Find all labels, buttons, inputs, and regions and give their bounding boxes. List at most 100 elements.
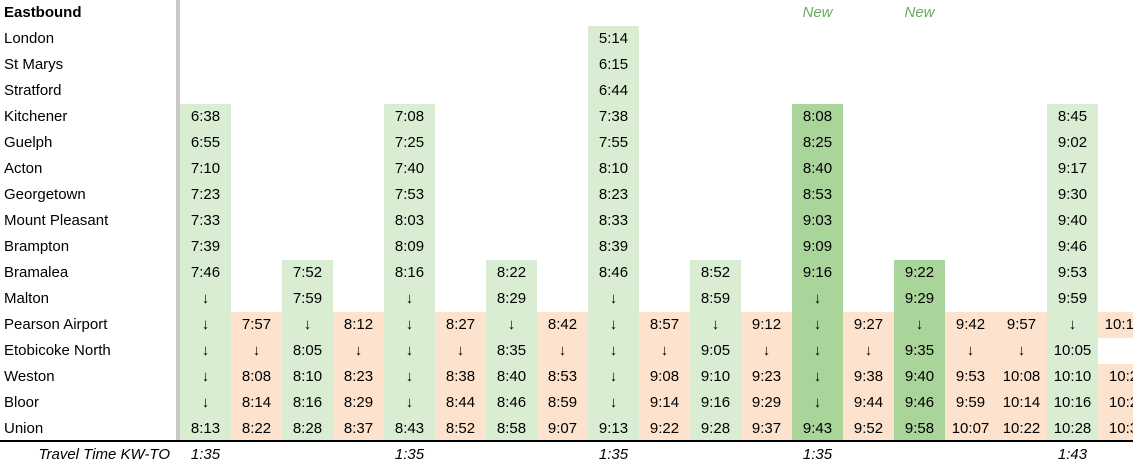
departure-time: 8:08 bbox=[792, 104, 843, 130]
departure-time: 7:10 bbox=[180, 156, 231, 182]
departure-time: 9:29 bbox=[741, 390, 792, 416]
travel-time-value: 1:35 bbox=[394, 446, 425, 463]
station-label: Malton bbox=[4, 290, 50, 307]
departure-time: 8:16 bbox=[384, 260, 435, 286]
station-label: Guelph bbox=[4, 134, 53, 151]
departure-time: 8:52 bbox=[435, 416, 486, 442]
travel-time-value: 1:35 bbox=[802, 446, 833, 463]
departure-time: 8:33 bbox=[588, 208, 639, 234]
departure-time: 8:45 bbox=[1047, 104, 1098, 130]
departure-time: 6:15 bbox=[588, 52, 639, 78]
departure-time: 9:38 bbox=[843, 364, 894, 390]
pass-through-arrow: ↓ bbox=[435, 338, 486, 364]
station-label: Stratford bbox=[4, 82, 62, 99]
departure-time: 8:05 bbox=[282, 338, 333, 364]
pass-through-arrow: ↓ bbox=[231, 338, 282, 364]
departure-time: 9:43 bbox=[792, 416, 843, 442]
pass-through-arrow: ↓ bbox=[537, 338, 588, 364]
departure-time: 8:44 bbox=[435, 390, 486, 416]
station-label: Bramalea bbox=[4, 264, 69, 281]
departure-time: 9:23 bbox=[741, 364, 792, 390]
pass-through-arrow: ↓ bbox=[792, 364, 843, 390]
departure-time: 8:10 bbox=[282, 364, 333, 390]
departure-time: 9:53 bbox=[945, 364, 996, 390]
departure-time: 10:22 bbox=[996, 416, 1047, 442]
departure-time: 5:14 bbox=[588, 26, 639, 52]
page-title: Eastbound bbox=[4, 4, 82, 21]
travel-time-value: 1:35 bbox=[190, 446, 221, 463]
departure-time: 8:46 bbox=[588, 260, 639, 286]
departure-time: 8:22 bbox=[486, 260, 537, 286]
departure-time: 7:08 bbox=[384, 104, 435, 130]
station-label: St Marys bbox=[4, 56, 64, 73]
pass-through-arrow: ↓ bbox=[588, 312, 639, 338]
departure-time: 9:05 bbox=[690, 338, 741, 364]
departure-time: 9:02 bbox=[1047, 130, 1098, 156]
station-label: Weston bbox=[4, 368, 55, 385]
departure-time: 7:46 bbox=[180, 260, 231, 286]
pass-through-arrow: ↓ bbox=[180, 286, 231, 312]
footer-label: Travel Time KW-TO bbox=[38, 446, 170, 463]
departure-time: 8:29 bbox=[333, 390, 384, 416]
pass-through-arrow: ↓ bbox=[690, 312, 741, 338]
pass-through-arrow: ↓ bbox=[384, 364, 435, 390]
departure-time: 9:37 bbox=[741, 416, 792, 442]
travel-time-value: 1:35 bbox=[598, 446, 629, 463]
departure-time: 8:16 bbox=[282, 390, 333, 416]
departure-time: 9:59 bbox=[945, 390, 996, 416]
departure-time: 7:40 bbox=[384, 156, 435, 182]
pass-through-arrow: ↓ bbox=[894, 312, 945, 338]
departure-time: 8:40 bbox=[792, 156, 843, 182]
departure-time: 10:2 bbox=[1098, 390, 1133, 416]
departure-time: 8:03 bbox=[384, 208, 435, 234]
departure-time: 8:40 bbox=[486, 364, 537, 390]
departure-time: 10:28 bbox=[1047, 416, 1098, 442]
departure-time: 8:52 bbox=[690, 260, 741, 286]
pass-through-arrow: ↓ bbox=[996, 338, 1047, 364]
departure-time: 8:27 bbox=[435, 312, 486, 338]
pass-through-arrow: ↓ bbox=[588, 364, 639, 390]
departure-time: 6:38 bbox=[180, 104, 231, 130]
departure-time: 9:30 bbox=[1047, 182, 1098, 208]
pass-through-arrow: ↓ bbox=[333, 338, 384, 364]
pass-through-arrow: ↓ bbox=[639, 338, 690, 364]
pass-through-arrow: ↓ bbox=[1047, 312, 1098, 338]
departure-time: 8:59 bbox=[690, 286, 741, 312]
departure-time: 8:09 bbox=[384, 234, 435, 260]
departure-time: 9:09 bbox=[792, 234, 843, 260]
departure-time: 9:52 bbox=[843, 416, 894, 442]
departure-time: 8:53 bbox=[792, 182, 843, 208]
pass-through-arrow: ↓ bbox=[180, 338, 231, 364]
departure-time: 9:58 bbox=[894, 416, 945, 442]
pass-through-arrow: ↓ bbox=[588, 286, 639, 312]
departure-time: 7:39 bbox=[180, 234, 231, 260]
pass-through-arrow: ↓ bbox=[384, 312, 435, 338]
pass-through-arrow: ↓ bbox=[180, 390, 231, 416]
departure-time: 9:35 bbox=[894, 338, 945, 364]
departure-time: 9:13 bbox=[588, 416, 639, 442]
station-label: Georgetown bbox=[4, 186, 86, 203]
departure-time: 9:07 bbox=[537, 416, 588, 442]
station-label: Union bbox=[4, 420, 44, 437]
departure-time: 10:08 bbox=[996, 364, 1047, 390]
pass-through-arrow: ↓ bbox=[792, 390, 843, 416]
departure-time: 9:12 bbox=[741, 312, 792, 338]
departure-time: 9:16 bbox=[690, 390, 741, 416]
departure-time: 9:46 bbox=[894, 390, 945, 416]
station-label: Bloor bbox=[4, 394, 40, 411]
departure-time: 7:59 bbox=[282, 286, 333, 312]
pass-through-arrow: ↓ bbox=[843, 338, 894, 364]
departure-time: 9:08 bbox=[639, 364, 690, 390]
pass-through-arrow: ↓ bbox=[486, 312, 537, 338]
departure-time: 10:2 bbox=[1098, 364, 1133, 390]
departure-time: 10:07 bbox=[945, 416, 996, 442]
departure-time: 8:37 bbox=[333, 416, 384, 442]
station-label: Etobicoke North bbox=[4, 342, 111, 359]
departure-time: 8:12 bbox=[333, 312, 384, 338]
station-label: London bbox=[4, 30, 55, 47]
departure-time: 8:43 bbox=[384, 416, 435, 442]
departure-time: 10:3 bbox=[1098, 416, 1133, 442]
departure-time: 8:38 bbox=[435, 364, 486, 390]
departure-time: 9:40 bbox=[894, 364, 945, 390]
station-label: Brampton bbox=[4, 238, 70, 255]
